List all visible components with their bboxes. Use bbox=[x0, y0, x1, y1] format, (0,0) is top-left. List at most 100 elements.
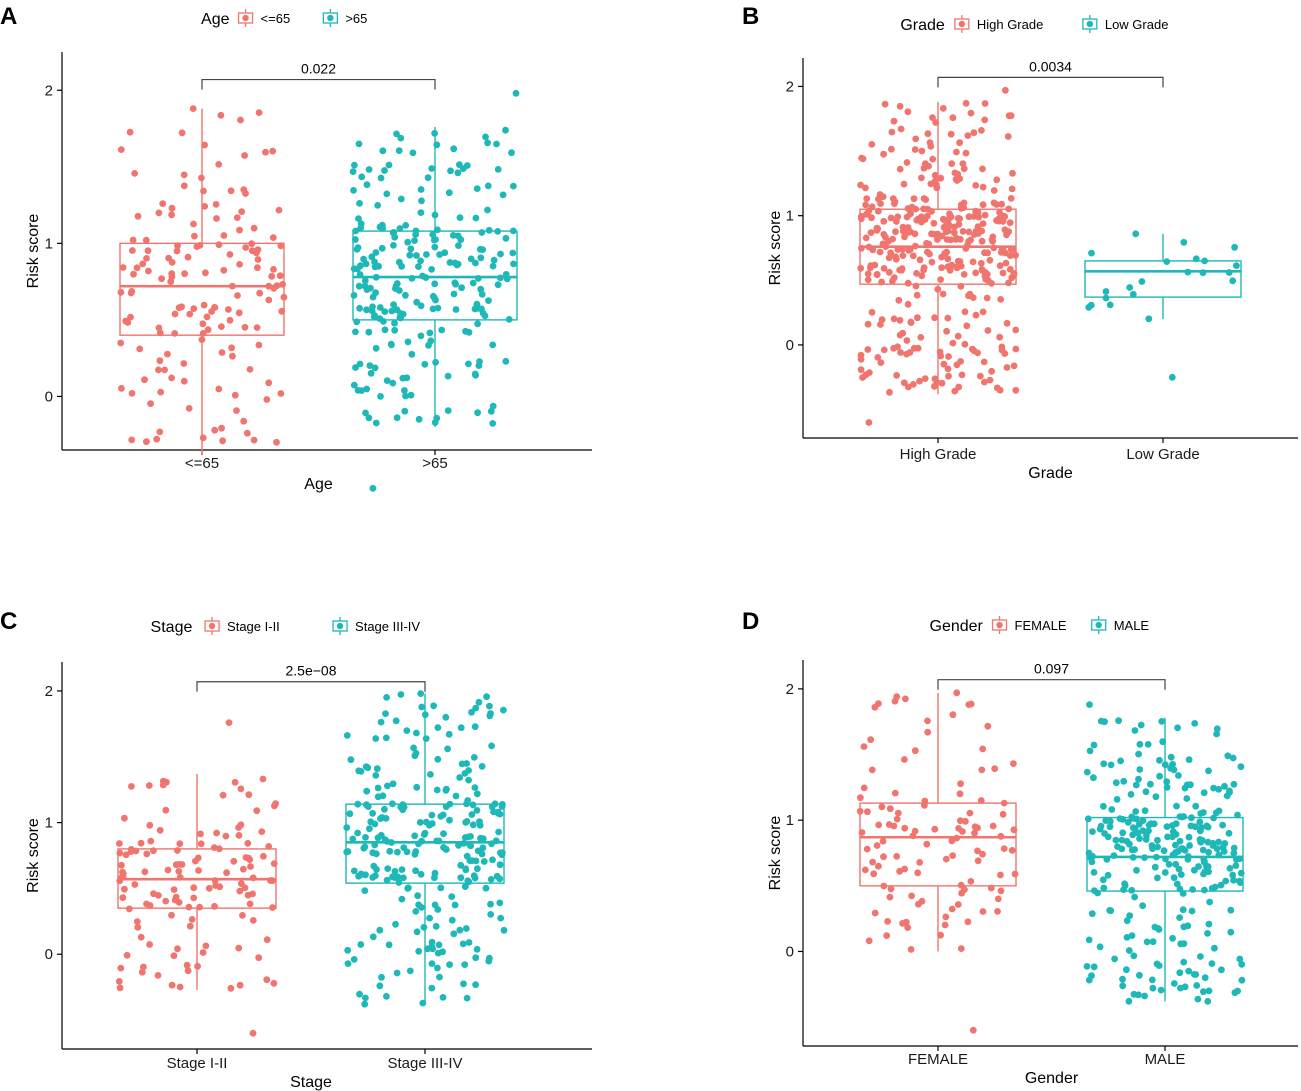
data-point bbox=[180, 377, 188, 385]
data-point bbox=[356, 872, 363, 879]
data-point bbox=[1086, 701, 1093, 708]
data-point bbox=[230, 857, 238, 865]
data-point bbox=[904, 924, 912, 931]
data-point bbox=[502, 126, 509, 134]
box-0 bbox=[115, 719, 279, 1037]
data-point bbox=[1200, 988, 1207, 996]
data-point bbox=[510, 182, 517, 190]
data-point bbox=[362, 871, 369, 879]
data-point bbox=[413, 928, 421, 936]
data-point bbox=[429, 231, 437, 238]
data-point bbox=[384, 782, 391, 790]
data-point bbox=[228, 344, 236, 352]
data-point bbox=[1196, 827, 1204, 835]
data-point bbox=[473, 185, 481, 193]
data-point bbox=[186, 310, 194, 318]
data-point bbox=[999, 810, 1007, 818]
data-point bbox=[896, 867, 903, 875]
data-point bbox=[219, 791, 227, 799]
data-point bbox=[878, 316, 886, 324]
data-point bbox=[469, 821, 477, 829]
data-point bbox=[457, 724, 465, 732]
data-point bbox=[512, 89, 520, 97]
data-point bbox=[978, 766, 986, 774]
data-point bbox=[119, 264, 127, 271]
data-point bbox=[419, 999, 427, 1007]
data-point bbox=[372, 344, 380, 352]
data-point bbox=[371, 364, 379, 372]
y-tick-label: 0 bbox=[786, 337, 794, 354]
box-1 bbox=[1084, 230, 1242, 381]
data-point bbox=[462, 866, 470, 874]
data-point bbox=[146, 821, 154, 829]
data-point bbox=[376, 982, 384, 990]
data-point bbox=[1090, 774, 1097, 782]
data-point bbox=[384, 865, 392, 872]
data-point bbox=[237, 785, 245, 793]
data-point bbox=[241, 884, 249, 892]
data-point bbox=[990, 244, 998, 252]
data-point bbox=[476, 358, 483, 365]
data-point bbox=[946, 267, 954, 274]
data-point bbox=[1221, 782, 1228, 790]
x-tick-label: High Grade bbox=[900, 446, 977, 463]
data-point bbox=[248, 240, 256, 248]
data-point bbox=[990, 187, 998, 194]
data-point bbox=[1192, 971, 1200, 978]
data-point bbox=[488, 742, 495, 750]
data-point bbox=[265, 296, 273, 304]
data-point bbox=[1175, 772, 1182, 779]
data-point bbox=[904, 279, 912, 287]
data-point bbox=[1131, 893, 1138, 901]
data-point bbox=[1156, 772, 1163, 780]
data-point bbox=[974, 230, 982, 237]
data-point bbox=[1177, 871, 1185, 878]
data-point bbox=[1118, 845, 1126, 853]
data-point bbox=[212, 201, 220, 208]
data-point bbox=[174, 945, 181, 953]
data-point bbox=[139, 260, 147, 268]
data-point bbox=[482, 133, 489, 141]
data-point bbox=[193, 243, 201, 251]
data-point bbox=[391, 319, 398, 327]
data-point bbox=[989, 233, 997, 241]
y-tick-label: 0 bbox=[786, 943, 794, 960]
data-point bbox=[255, 109, 263, 116]
data-point bbox=[385, 941, 393, 949]
data-point bbox=[377, 393, 384, 400]
data-point bbox=[417, 870, 425, 878]
data-point bbox=[1000, 799, 1008, 807]
data-point bbox=[931, 382, 938, 390]
data-point bbox=[463, 852, 471, 860]
data-point bbox=[949, 711, 957, 719]
data-point bbox=[406, 251, 414, 259]
data-point bbox=[237, 116, 244, 124]
data-point bbox=[986, 256, 994, 264]
data-point bbox=[863, 195, 871, 203]
data-point bbox=[933, 181, 940, 189]
data-point bbox=[1154, 836, 1161, 844]
data-point bbox=[1186, 842, 1193, 849]
data-point bbox=[1124, 818, 1132, 826]
data-point bbox=[1195, 863, 1202, 870]
data-point bbox=[485, 957, 493, 965]
data-point bbox=[168, 204, 176, 212]
data-point bbox=[265, 843, 273, 850]
data-point bbox=[878, 803, 886, 811]
data-point bbox=[998, 346, 1006, 354]
data-point bbox=[1086, 747, 1094, 755]
data-point bbox=[407, 391, 415, 399]
data-point bbox=[494, 810, 502, 817]
data-point bbox=[892, 228, 899, 236]
data-point bbox=[227, 187, 235, 195]
data-point bbox=[487, 876, 495, 883]
data-point bbox=[1111, 955, 1118, 963]
data-point bbox=[1153, 853, 1160, 861]
data-point bbox=[1085, 304, 1093, 311]
data-point bbox=[354, 829, 361, 837]
data-point bbox=[907, 319, 915, 326]
data-point bbox=[989, 822, 997, 830]
data-point bbox=[1008, 274, 1016, 282]
data-point bbox=[879, 837, 887, 845]
bracket-line bbox=[937, 76, 1164, 88]
